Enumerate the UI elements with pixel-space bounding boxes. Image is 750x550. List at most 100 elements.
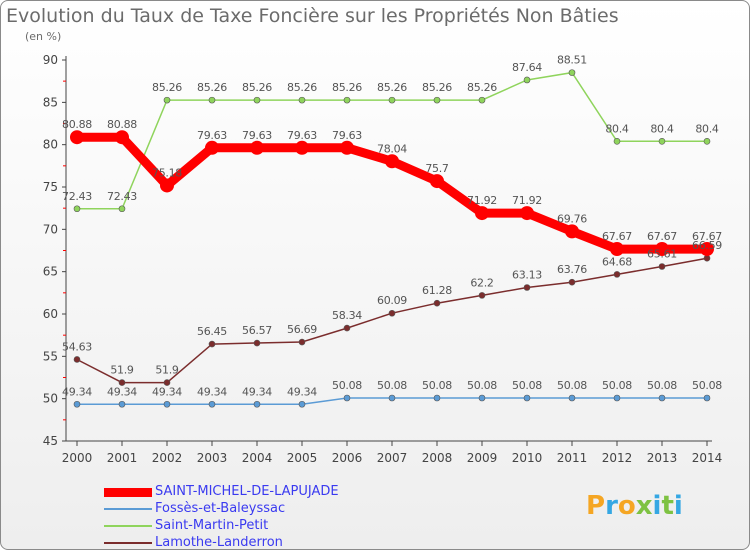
series-1-point [163,400,171,408]
series-1-data-label: 50.08 [377,379,407,392]
chart-unit: (en %) [25,30,62,43]
series-1-data-label: 50.08 [512,379,542,392]
series-3-point [73,356,81,363]
x-tick-label: 2006 [332,451,363,465]
series-0-data-label: 67.67 [692,230,722,243]
series-3-data-label: 63.76 [557,263,587,276]
series-3-point [388,309,396,317]
x-tick-label: 2011 [557,451,588,465]
series-3-point [523,284,531,291]
series-0-point [700,242,714,257]
series-2-point [163,96,171,104]
series-0-data-label: 78.04 [377,142,407,155]
legend-swatch-saint-michel [104,488,152,497]
series-2-point [73,205,81,213]
series-2-data-label: 80.4 [695,122,719,135]
series-1-data-label: 49.34 [197,385,227,398]
series-0-data-label: 75.18 [152,166,182,179]
x-tick-label: 2005 [287,451,318,465]
x-tick-label: 2013 [647,451,678,465]
series-2-data-label: 80.4 [650,122,674,135]
series-3-data-label: 63.13 [512,268,542,281]
series-1-point [433,394,441,402]
series-1-point [568,394,576,402]
series-2-data-label: 72.43 [107,190,137,203]
series-3-point [208,340,216,348]
series-0-data-label: 67.67 [647,230,677,243]
x-tick-label: 2008 [422,451,453,465]
series-3-data-label: 51.9 [155,364,179,377]
series-2-point [658,137,666,145]
series-2-data-label: 80.4 [605,122,629,135]
chart-axes: 45 50 55 60 65 70 75 80 85 90 2000 2001 2002 2003 2004… [43,53,723,465]
series-1-point [613,394,621,402]
series-1-point [478,394,486,402]
legend-swatch-fosses [104,508,152,510]
y-tick-label: 50 [43,392,58,406]
series-2-point [118,205,126,213]
y-tick-label: 60 [43,307,58,321]
series-0-point [205,140,219,155]
x-tick-label: 2010 [512,451,543,465]
series-1-point [658,394,666,402]
series-1-data-label: 50.08 [692,379,722,392]
series-0-point [340,140,354,155]
y-tick-label: 55 [43,349,58,363]
series-2-data-label: 85.26 [332,81,362,94]
series-1-data-label: 50.08 [557,379,587,392]
series-3-point [433,299,441,307]
series-3-data-label: 61.28 [422,284,452,297]
x-tick-label: 2004 [242,451,273,465]
series-1-point [523,394,531,402]
series-3-data-label: 60.09 [377,294,407,307]
series-3-point [613,271,621,278]
series-0-data-label: 80.88 [62,118,92,131]
series-3-point [298,338,306,346]
series-2-data-label: 85.26 [242,81,272,94]
y-tick-label: 90 [43,53,58,67]
series-2-point [523,76,531,84]
series-0-point [385,154,399,169]
series-0-data-label: 79.63 [242,129,272,142]
series-0-data-label: 75.7 [425,162,449,175]
x-tick-label: 2014 [692,451,723,465]
series-3-point [343,324,351,332]
series-0-point [565,224,579,239]
series-1-data-label: 50.08 [422,379,452,392]
series-2-point [343,96,351,104]
series-3-point [658,263,666,270]
series-2-point [433,96,441,104]
series-0-point [655,242,669,257]
series-2-data-label: 85.26 [422,81,452,94]
legend-swatch-lamothe [104,542,152,544]
y-tick-label: 45 [43,434,58,448]
series-1-point [73,400,81,408]
series-2-data-label: 85.26 [152,81,182,94]
series-0-data-label: 79.63 [287,129,317,142]
x-tick-label: 2001 [107,451,138,465]
series-3-data-label: 64.68 [602,255,632,268]
series-2-data-label: 88.51 [557,54,587,67]
y-tick-label: 75 [43,180,58,194]
series-3-point [703,254,711,262]
series-1-data-label: 50.08 [647,379,677,392]
series-3-point [478,292,486,299]
x-tick-label: 2000 [62,451,93,465]
series-0-point [115,130,129,145]
y-tick-label: 85 [43,95,58,109]
series-0-point [160,178,174,193]
series-1-data-label: 49.34 [287,385,317,398]
series-2-data-label: 72.43 [62,190,92,203]
series-2-data-label: 85.26 [197,81,227,94]
series-3-data-label: 62.2 [470,276,493,289]
series-2-point [388,96,396,104]
series-2-point [298,96,306,104]
x-tick-label: 2003 [197,451,228,465]
legend-label-saint-martin: Saint-Martin-Petit [155,518,269,533]
series-1-data-label: 49.34 [242,385,272,398]
series-3-data-label: 54.63 [62,340,92,353]
series-1-data-label: 50.08 [467,379,497,392]
legend-label-lamothe: Lamothe-Landerron [155,535,283,550]
series-0-data-label: 69.76 [557,212,587,225]
